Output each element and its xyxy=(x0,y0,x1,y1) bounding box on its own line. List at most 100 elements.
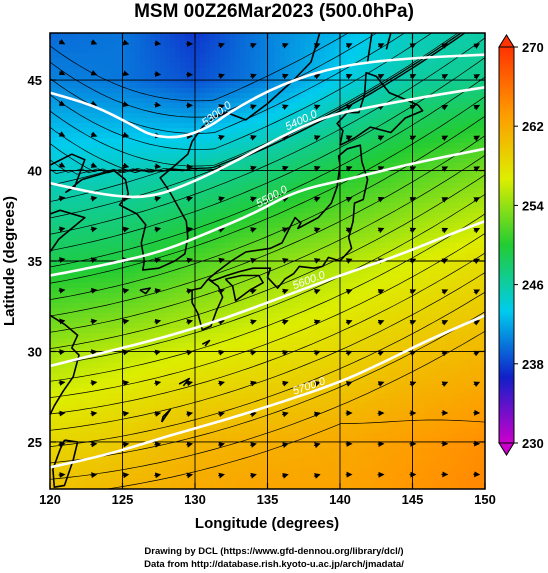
y-tick-label: 35 xyxy=(28,254,42,269)
wind-arrow xyxy=(218,472,225,479)
wind-arrow xyxy=(249,472,257,479)
x-tick-label: 120 xyxy=(39,492,61,507)
wind-arrow xyxy=(313,227,321,234)
wind-arrow xyxy=(281,288,289,295)
wind-arrow xyxy=(313,73,321,80)
streamline xyxy=(104,419,485,489)
wind-arrow xyxy=(58,195,66,202)
wind-arrow xyxy=(313,473,321,479)
wind-arrow xyxy=(313,442,321,449)
wind-arrow xyxy=(441,74,449,80)
wind-arrow xyxy=(377,74,385,80)
coastline-segment xyxy=(385,33,392,50)
wind-arrow xyxy=(249,411,257,418)
coastline xyxy=(50,33,424,489)
colorbar-tick-label: 270 xyxy=(522,40,544,55)
wind-arrow xyxy=(90,162,98,168)
height-contour-line xyxy=(50,147,485,277)
wind-arrow xyxy=(218,227,225,233)
wind-arrow xyxy=(122,318,130,325)
colorbar-tick-label: 254 xyxy=(522,198,544,213)
height-contour-line xyxy=(50,314,485,469)
wind-arrow xyxy=(90,226,98,233)
colorbar-tick-label: 230 xyxy=(522,436,544,451)
streamline xyxy=(50,272,485,431)
chart-title: MSM 00Z26Mar2023 (500.0hPa) xyxy=(134,1,414,22)
wind-arrow xyxy=(90,195,98,202)
wind-arrow xyxy=(58,131,66,137)
wind-arrow xyxy=(186,380,194,387)
wind-arrow xyxy=(58,226,66,233)
wind-arrow xyxy=(377,289,385,295)
wind-arrow xyxy=(122,380,130,387)
wind-arrow xyxy=(377,319,385,326)
wind-arrow xyxy=(313,104,321,111)
y-tick-label: 25 xyxy=(28,435,42,450)
streamline xyxy=(50,213,485,382)
wind-arrow xyxy=(90,69,98,76)
x-axis-label: Longitude (degrees) xyxy=(195,515,339,532)
wind-arrow xyxy=(218,42,225,49)
streamline xyxy=(50,57,485,251)
wind-arrow xyxy=(282,43,289,49)
wind-arrow xyxy=(377,166,385,172)
streamline xyxy=(50,96,485,284)
wind-arrow xyxy=(154,101,162,108)
streamline xyxy=(50,311,485,464)
streamline xyxy=(50,33,466,174)
streamline xyxy=(50,76,485,268)
x-tick-label: 145 xyxy=(402,492,424,507)
wind-arrow xyxy=(90,100,98,107)
wind-arrow xyxy=(250,42,257,49)
wind-arrow xyxy=(441,320,449,326)
wind-arrow xyxy=(154,410,162,417)
wind-arrow xyxy=(441,289,449,295)
wind-arrow xyxy=(90,441,98,448)
wind-arrow xyxy=(281,472,289,479)
footer-drawing-credit: Drawing by DCL (https://www.gfd-dennou.o… xyxy=(144,546,404,557)
wind-arrow xyxy=(122,39,130,46)
wind-arrow xyxy=(218,73,225,80)
wind-arrow xyxy=(122,410,130,417)
wind-arrow xyxy=(377,196,385,203)
wind-arrow xyxy=(186,288,194,295)
streamline xyxy=(50,115,485,300)
wind-arrow xyxy=(441,227,449,234)
wind-arrow xyxy=(90,257,98,264)
streamline xyxy=(50,154,485,333)
wind-arrow xyxy=(90,410,98,417)
coastline-segment xyxy=(207,144,369,289)
coastline-segment xyxy=(224,274,264,302)
footer-data-source: Data from http://database.rish.kyoto-u.a… xyxy=(144,559,404,570)
wind-arrow xyxy=(250,288,257,295)
wind-arrow xyxy=(250,196,257,203)
wind-arrow xyxy=(313,288,321,295)
colorbar-tick-label: 262 xyxy=(522,119,544,134)
wind-arrow xyxy=(281,380,289,387)
wind-arrow xyxy=(154,318,162,325)
y-tick-label: 45 xyxy=(28,73,42,88)
wind-arrow xyxy=(282,165,289,172)
wind-arrow xyxy=(473,381,481,388)
colorbar: 230 238 246 254 262 270 xyxy=(498,34,544,456)
axes: 120 125 130 135 140 145 150 25 30 35 40 45 xyxy=(28,33,496,507)
wind-arrow xyxy=(186,441,194,448)
wind-arrow xyxy=(250,73,257,80)
streamline xyxy=(50,193,485,366)
wind-arrow xyxy=(58,100,66,106)
wind-arrow xyxy=(250,165,257,172)
streamline xyxy=(50,33,378,118)
wind-arrow xyxy=(345,73,353,80)
streamline xyxy=(50,33,349,102)
wind-arrow xyxy=(250,319,257,326)
wind-arrow xyxy=(441,104,449,111)
wind-arrow xyxy=(122,472,130,479)
wind-arrow xyxy=(90,472,98,479)
wind-arrow xyxy=(154,226,162,233)
wind-arrow xyxy=(313,135,321,141)
wind-arrow xyxy=(218,411,225,418)
wind-arrow xyxy=(281,227,289,233)
wind-arrow xyxy=(345,135,353,141)
wind-arrow xyxy=(441,135,449,142)
